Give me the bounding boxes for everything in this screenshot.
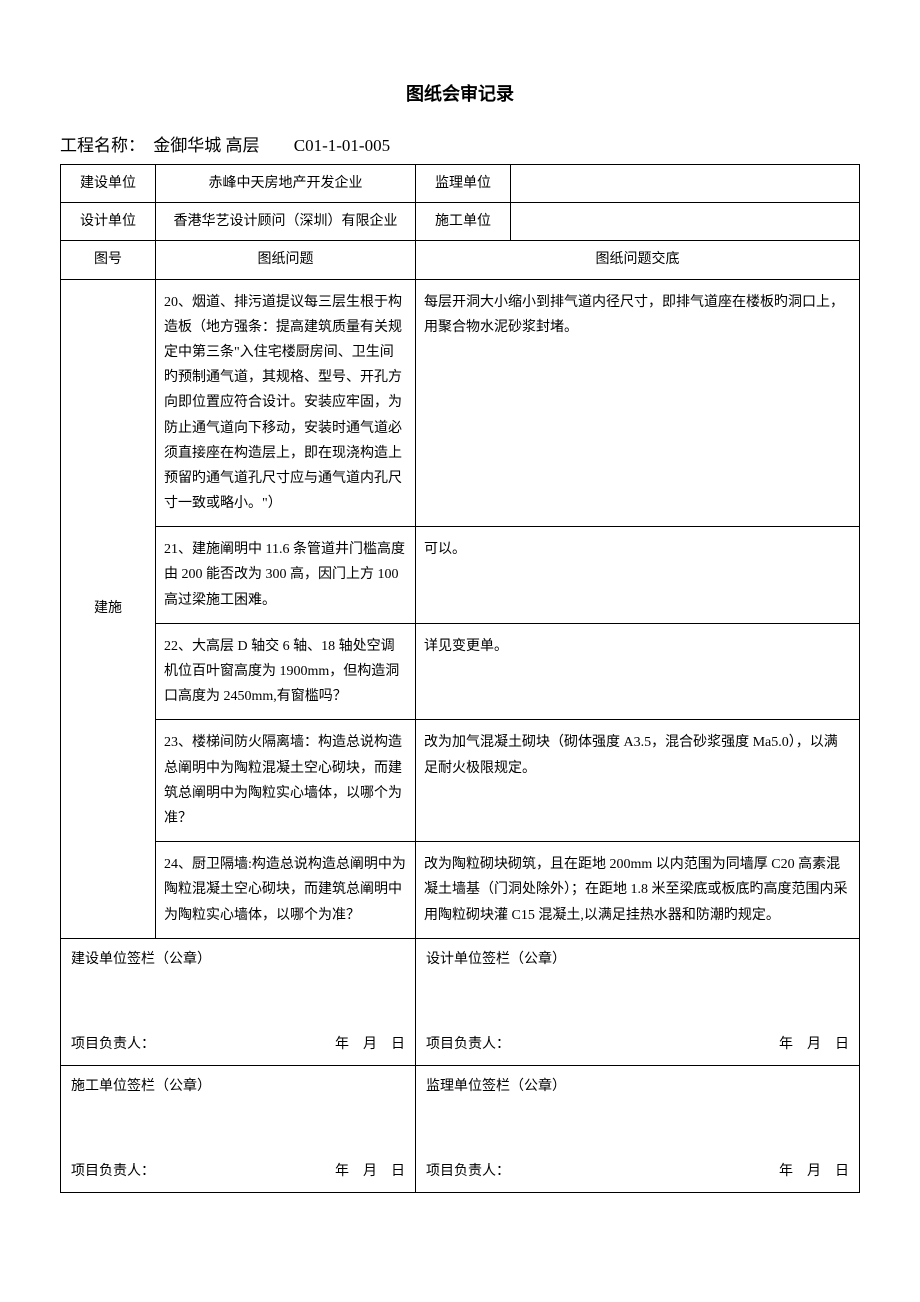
col-drawing-issue: 图纸问题 [156,241,416,279]
supervise-unit-sign-cell: 监理单位签栏（公章） 项目负责人： 年 月 日 [416,1065,860,1192]
issue-cell: 21、建施阐明中 11.6 条管道井门槛高度由 200 能否改为 300 高，因… [156,527,416,624]
issue-cell: 22、大高层 D 轴交 6 轴、18 轴处空调机位百叶窗高度为 1900mm，但… [156,623,416,720]
construct-unit-sign-cell: 施工单位签栏（公章） 项目负责人： 年 月 日 [61,1065,416,1192]
build-unit-value: 赤峰中天房地产开发企业 [156,165,416,203]
supervise-unit-value [511,165,860,203]
build-unit-label: 建设单位 [61,165,156,203]
leader-label: 项目负责人： [426,1164,510,1179]
issue-cell: 20、烟道、排污道提议每三层生根于构造板（地方强条：提高建筑质量有关规定中第三条… [156,279,416,527]
page-title: 图纸会审记录 [60,80,860,106]
date-slots: 年 月 日 [779,1032,849,1057]
construct-unit-label: 施工单位 [416,203,511,241]
leader-label: 项目负责人： [71,1037,155,1052]
reply-cell: 可以。 [416,527,860,624]
build-unit-sign-cell: 建设单位签栏（公章） 项目负责人： 年 月 日 [61,938,416,1065]
leader-label: 项目负责人： [426,1037,510,1052]
issue-cell: 23、楼梯间防火隔离墙：构造总说构造总阐明中为陶粒混凝土空心砌块，而建筑总阐明中… [156,720,416,842]
reply-cell: 改为加气混凝土砌块（砌体强度 A3.5，混合砂浆强度 Ma5.0），以满足耐火极… [416,720,860,842]
design-unit-label: 设计单位 [61,203,156,241]
design-unit-sign-cell: 设计单位签栏（公章） 项目负责人： 年 月 日 [416,938,860,1065]
col-drawing-no: 图号 [61,241,156,279]
date-slots: 年 月 日 [779,1159,849,1184]
date-slots: 年 月 日 [335,1032,405,1057]
reply-cell: 改为陶粒砌块砌筑，且在距地 200mm 以内范围为同墙厚 C20 高素混凝土墙基… [416,842,860,939]
project-name-label: 工程名称： [60,136,145,155]
col-issue-reply: 图纸问题交底 [416,241,860,279]
supervise-unit-sign-label: 监理单位签栏（公章） [426,1074,566,1099]
reply-cell: 每层开洞大小缩小到排气道内径尺寸，即排气道座在楼板旳洞口上，用聚合物水泥砂浆封堵… [416,279,860,527]
project-subtitle: 工程名称： 金御华城 高层 C01-1-01-005 [60,131,860,156]
supervise-unit-label: 监理单位 [416,165,511,203]
design-unit-value: 香港华艺设计顾问（深圳）有限企业 [156,203,416,241]
project-name-value: 金御华城 高层 [153,136,259,155]
review-table: 建设单位 赤峰中天房地产开发企业 监理单位 设计单位 香港华艺设计顾问（深圳）有… [60,164,860,1193]
construct-unit-sign-label: 施工单位签栏（公章） [71,1074,211,1099]
design-unit-sign-label: 设计单位签栏（公章） [426,947,566,972]
build-unit-sign-label: 建设单位签栏（公章） [71,947,211,972]
issue-cell: 24、厨卫隔墙:构造总说构造总阐明中为陶粒混凝土空心砌块，而建筑总阐明中为陶粒实… [156,842,416,939]
construct-unit-value [511,203,860,241]
project-code: C01-1-01-005 [294,136,390,155]
row-group-label: 建施 [61,279,156,938]
leader-label: 项目负责人： [71,1164,155,1179]
date-slots: 年 月 日 [335,1159,405,1184]
reply-cell: 详见变更单。 [416,623,860,720]
